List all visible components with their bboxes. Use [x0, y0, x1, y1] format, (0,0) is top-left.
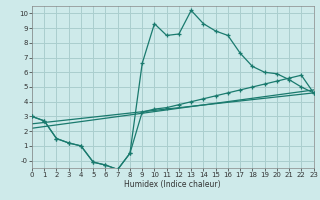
X-axis label: Humidex (Indice chaleur): Humidex (Indice chaleur)	[124, 180, 221, 189]
